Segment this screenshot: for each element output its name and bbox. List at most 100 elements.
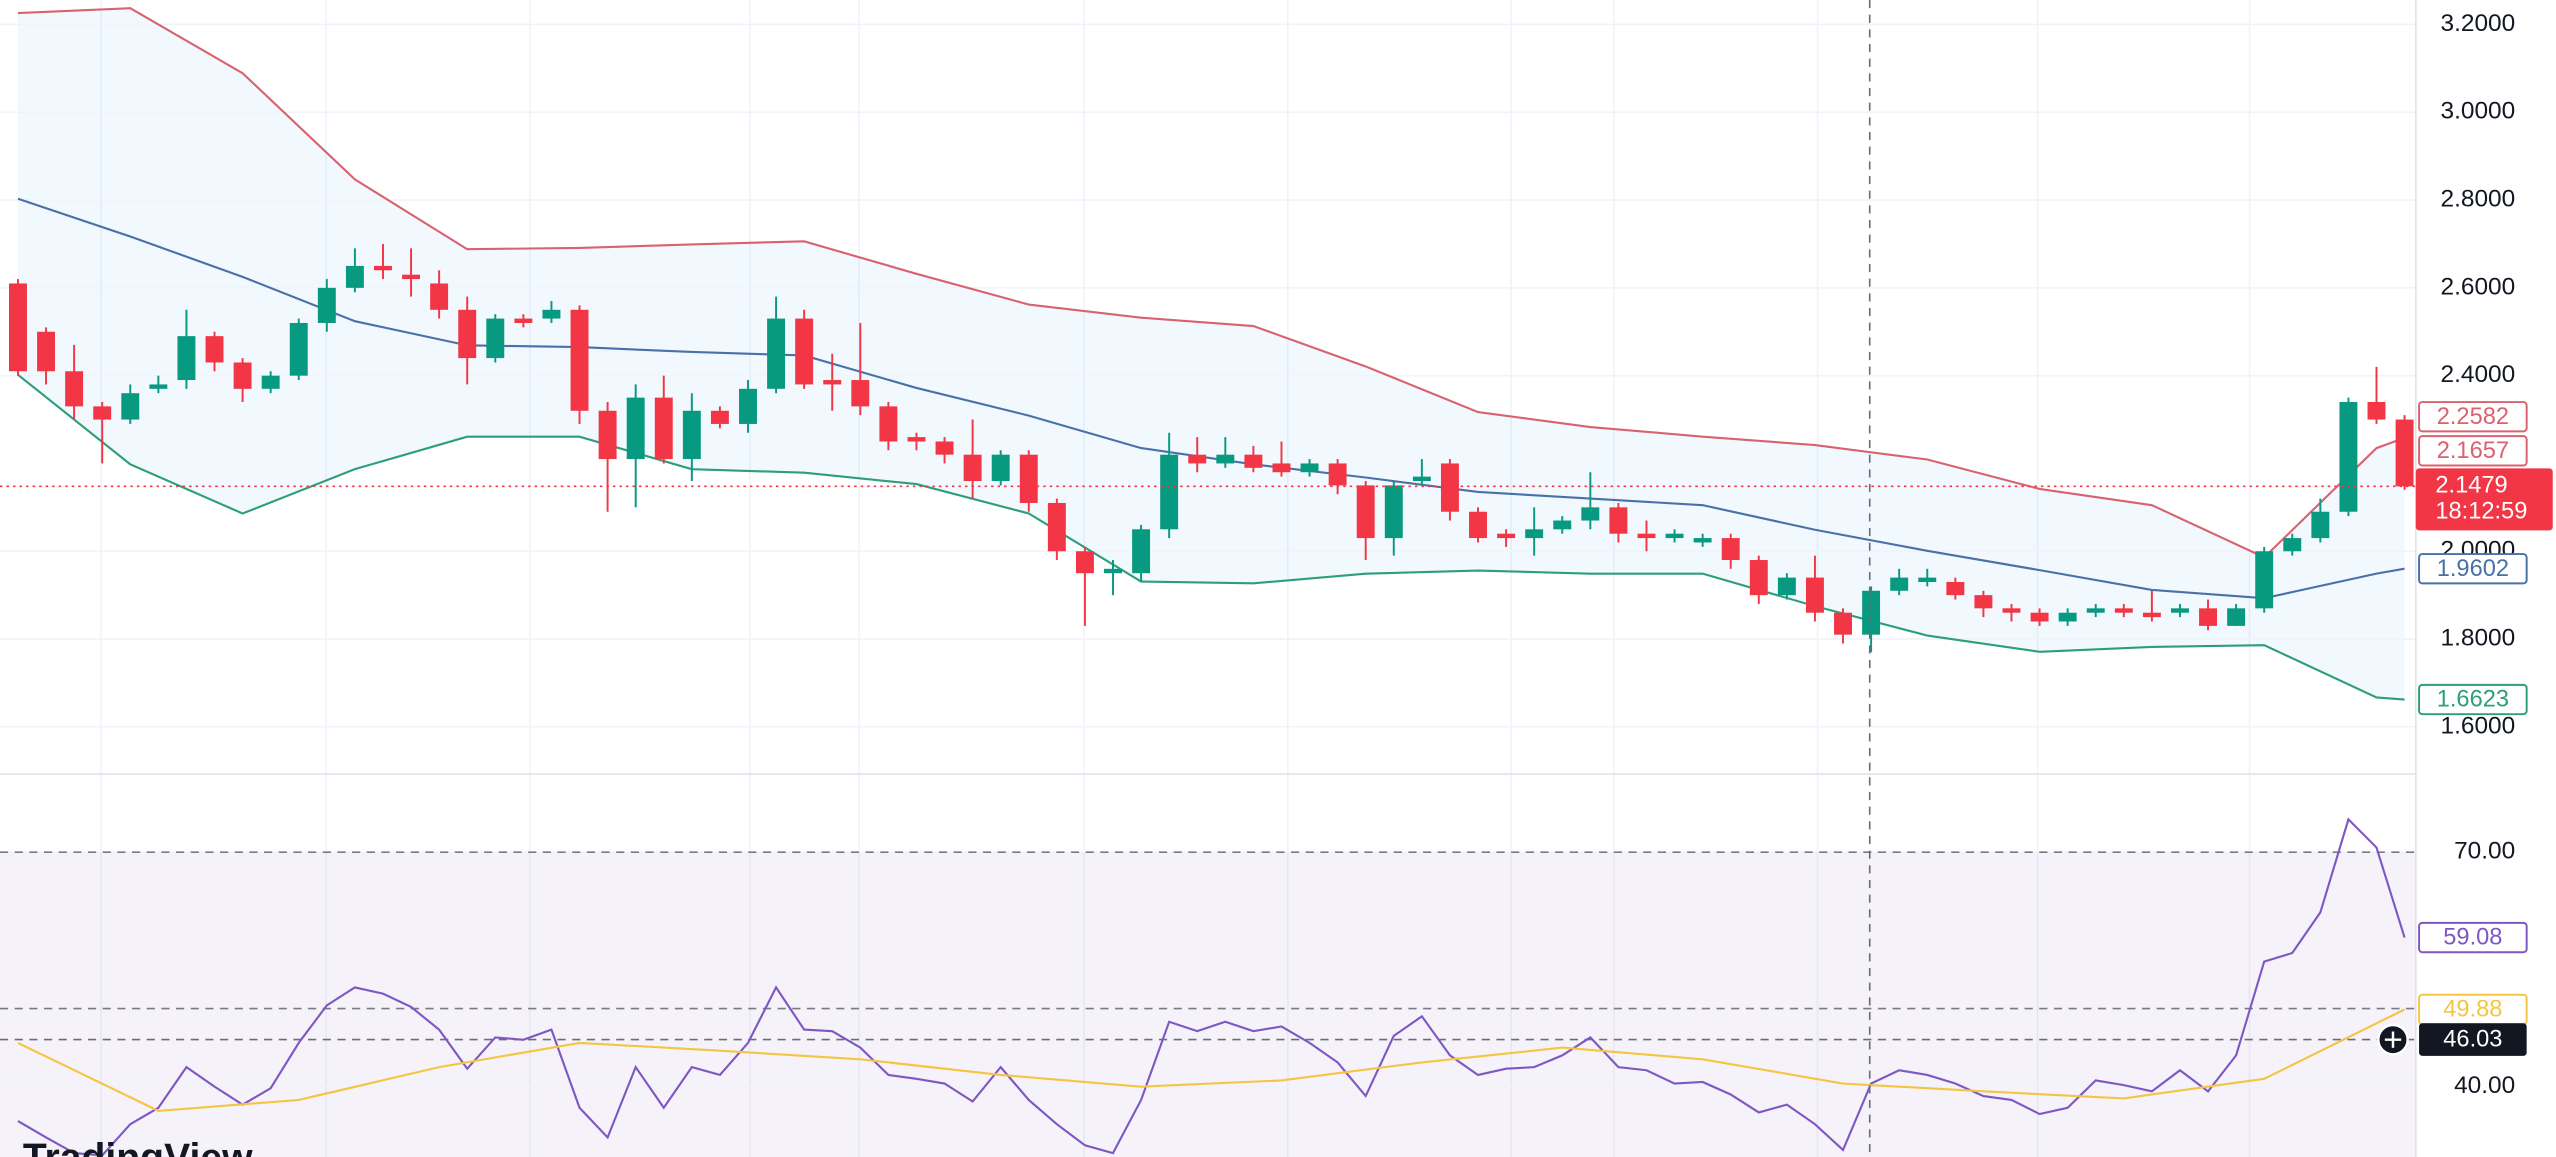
line-series [17,7,2405,559]
candle-body [1497,533,1516,539]
value-label: 2.1657 [2437,438,2509,464]
candle-body [261,375,280,389]
candle-body [1665,533,1684,539]
candle-body [93,406,112,420]
candle-body [1862,590,1881,635]
candle-body [149,384,168,389]
candle-body [2199,608,2218,626]
candle-body [177,336,196,381]
candle-body [542,309,561,319]
candle-body [205,336,224,363]
price-axis: 3.20003.00002.80002.60002.40002.00001.80… [2440,10,2515,1099]
y-tick-label: 2.4000 [2440,361,2515,388]
candle-body [1609,507,1628,534]
candle-body [1693,538,1712,543]
candle-body [1384,485,1403,539]
candle-body [1019,454,1038,503]
price-box [2415,468,2553,531]
candle-body [1637,533,1656,539]
value-box [2418,553,2528,585]
candle-body [991,454,1010,482]
y-tick-label: 3.2000 [2440,10,2515,37]
candle-body [374,265,392,271]
candle-body [486,318,505,359]
candle-body [121,393,140,420]
plot-marks [0,7,2416,1157]
value-box [2418,435,2528,467]
candle-body [795,318,814,385]
candle-body [2058,612,2077,622]
candle-body [1749,560,1768,596]
crosshair-label: 46.03 [2443,1027,2502,1053]
y-tick-label: 3.0000 [2440,98,2515,125]
candle-body [233,362,252,389]
candle-body [2002,608,2021,613]
candle-body [1974,595,1993,609]
candle-body [935,441,954,455]
y-tick-label: 2.6000 [2440,273,2515,300]
candle-body [345,265,364,288]
candle-body [710,410,729,424]
candle-body [65,371,84,407]
candle-body [514,318,533,323]
candle-body [1777,577,1796,596]
candle-body [598,410,617,460]
candle-body [682,410,701,460]
candle-body [1469,511,1487,539]
candle-body [2255,551,2274,609]
candle-body [37,331,56,372]
candle-body [1216,454,1235,464]
candle-body [2339,401,2358,512]
line-series [17,1008,2406,1112]
y-tick-label: 70.00 [2454,838,2515,865]
candle-body [1188,454,1207,464]
candle-body [1581,507,1600,521]
current-price: 2.1479 [2435,473,2507,499]
candle-body [767,318,786,389]
candle-body [1525,529,1544,539]
line-series [17,373,2405,701]
add-button[interactable] [2377,1023,2409,1056]
candle-body [2227,608,2246,626]
candle-body [289,322,308,376]
candle-body [2395,419,2414,487]
candle-body [430,283,449,310]
candle-body [2367,401,2386,420]
candle-body [626,397,645,460]
candle-body [1721,538,1740,561]
logo: TradingView [23,1137,253,1157]
rsi-band [0,852,2416,1157]
grid [0,23,2416,1088]
candle-body [907,437,926,442]
candle-body [739,388,757,424]
candle-body [1834,612,1852,635]
candle-body [2114,608,2133,613]
candle-body [1244,454,1263,468]
candle-body [1553,520,1572,530]
candle-body [1300,463,1319,473]
candle-body [1328,463,1347,486]
candle-body [1160,454,1179,530]
candle-body [402,274,421,280]
value-box [2418,921,2528,954]
candle-body [2311,511,2330,539]
candle-body [2283,538,2302,552]
candle-body [317,287,336,323]
candle-body [1440,463,1459,512]
candle-body [2030,612,2049,622]
candle-body [1075,551,1094,574]
candle-body [823,380,842,385]
candle-body [9,283,27,372]
value-label: 2.2582 [2437,404,2509,430]
countdown: 18:12:59 [2435,499,2527,525]
candle-body [1047,502,1066,552]
y-tick-label: 40.00 [2454,1072,2515,1099]
value-label: 1.9602 [2437,556,2509,582]
y-tick-label: 1.8000 [2440,625,2515,652]
value-label: 1.6623 [2437,687,2509,713]
candle-body [2086,608,2105,613]
value-box [2418,401,2528,433]
candle-body [1132,529,1151,574]
